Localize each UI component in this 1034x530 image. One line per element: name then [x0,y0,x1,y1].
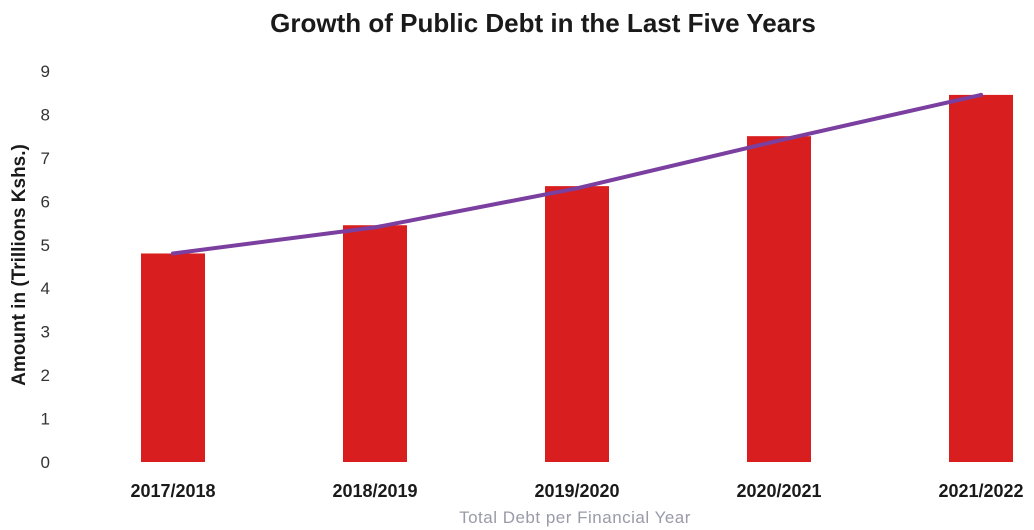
y-tick-label: 9 [41,62,50,81]
bar-2020-2021 [747,136,811,462]
chart-title: Growth of Public Debt in the Last Five Y… [270,8,816,38]
x-axis-label: Total Debt per Financial Year [459,508,691,527]
y-tick-label: 0 [41,453,50,472]
y-tick-label: 8 [41,105,50,124]
x-tick-label: 2021/2022 [938,481,1023,501]
bar-2019-2020 [545,186,609,462]
x-tick-label: 2017/2018 [130,481,215,501]
trend-point [171,251,175,256]
y-tick-label: 1 [41,410,50,429]
x-tick-label: 2018/2019 [332,481,417,501]
trend-point [979,92,983,97]
trend-point [575,186,579,191]
y-tick-label: 4 [41,279,50,298]
y-tick-label: 5 [41,236,50,255]
bar-2018-2019 [343,225,407,462]
x-tick-label: 2020/2021 [736,481,821,501]
y-tick-label: 6 [41,192,50,211]
trend-point [777,138,781,143]
y-tick-label: 3 [41,323,50,342]
y-tick-label: 7 [41,149,50,168]
bar-2017-2018 [141,253,205,462]
x-tick-label: 2019/2020 [534,481,619,501]
trend-point [373,225,377,230]
bar-2021-2022 [949,94,1013,463]
y-tick-label: 2 [41,366,50,385]
